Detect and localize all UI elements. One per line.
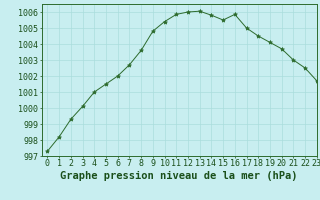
X-axis label: Graphe pression niveau de la mer (hPa): Graphe pression niveau de la mer (hPa) xyxy=(60,171,298,181)
